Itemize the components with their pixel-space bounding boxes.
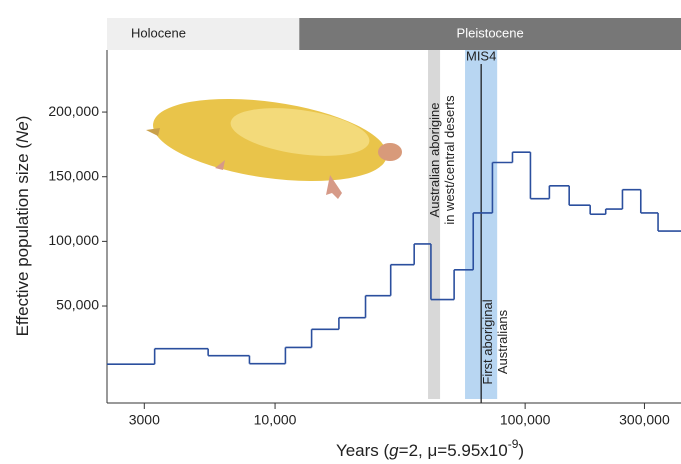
- y-axis-label: Effective population size (Ne): [13, 116, 32, 337]
- y-axis-label-part: ): [13, 116, 32, 122]
- y-axis-label-part: Effective population size (: [13, 143, 32, 337]
- annotation-text: Australian aborigine: [427, 103, 442, 218]
- mole-illustration: [146, 86, 402, 199]
- chart: Holocene Pleistocene MIS4 Australian aborig…: [0, 0, 681, 464]
- x-tick-label: 10,000: [254, 412, 297, 428]
- x-axis-label: Years (g=2, μ=5.95x10-9): [336, 437, 524, 460]
- y-tick-label: 150,000: [48, 167, 99, 183]
- y-axis-label-part: Ne: [13, 121, 32, 143]
- annotation-text: First aboriginal: [480, 299, 495, 384]
- y-tick-label: 100,000: [48, 232, 99, 248]
- x-axis-label-part: ): [518, 441, 524, 460]
- x-tick-label: 100,000: [500, 412, 551, 428]
- annotation-text: Australians: [495, 309, 510, 374]
- reference-label: MIS4: [466, 48, 496, 63]
- x-axis-label-part: -9: [508, 437, 519, 451]
- era-label: Pleistocene: [457, 25, 524, 40]
- y-tick-label: 200,000: [48, 103, 99, 119]
- x-axis-label-part: =2, μ=5.95x10: [399, 441, 508, 460]
- era-label: Holocene: [131, 25, 186, 40]
- period-band: [428, 50, 440, 399]
- x-tick-label: 300,000: [619, 412, 670, 428]
- y-tick-label: 50,000: [56, 297, 99, 313]
- annotation-text: in west/central deserts: [442, 95, 457, 225]
- x-axis-label-part: Years (: [336, 441, 390, 460]
- x-tick-label: 3000: [129, 412, 160, 428]
